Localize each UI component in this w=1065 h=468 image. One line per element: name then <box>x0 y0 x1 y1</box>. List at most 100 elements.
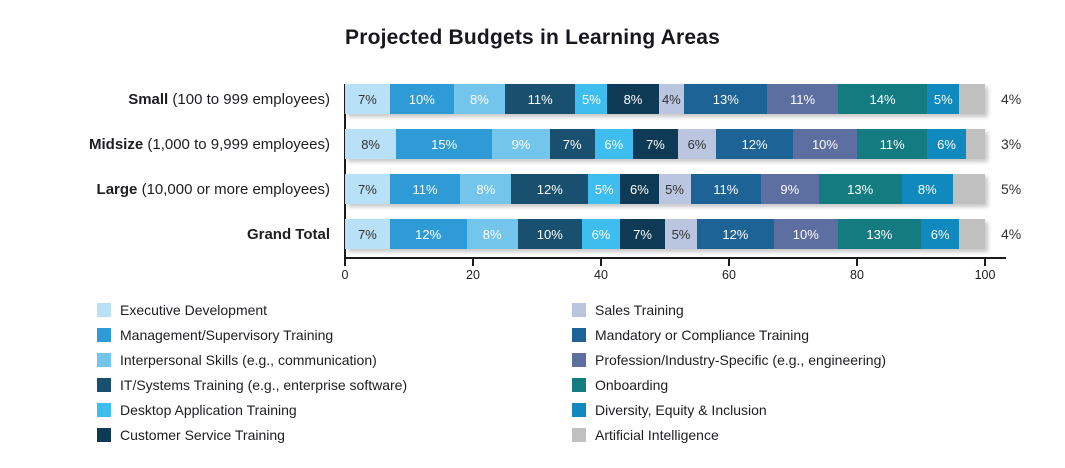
bar-segment-onboarding: 13% <box>837 219 921 249</box>
legend-item-mandatory-or-compliance-training: Mandatory or Compliance Training <box>572 322 886 347</box>
bar-segment-desktop-application-training: 5% <box>588 174 621 204</box>
bar-segment-customer-service-training: 7% <box>632 129 678 159</box>
outside-value-artificial-intelligence: 5% <box>1001 181 1022 197</box>
bar-row-grand-total: Grand Total 7% 12% 8% 10% 6% 7% 5% 12% 10% 13% 6% 4% <box>0 219 1065 249</box>
bar-segment-sales-training: 6% <box>677 129 717 159</box>
x-tick-label-60: 60 <box>722 268 736 282</box>
bar-segment-management-supervisory-training: 12% <box>389 219 467 249</box>
bar-segment-customer-service-training: 7% <box>620 219 665 249</box>
legend-column-right: Sales Training Mandatory or Compliance Tr… <box>572 297 886 447</box>
bar-segment-diversity-equity-inclusion: 5% <box>927 84 960 114</box>
x-tick-20 <box>472 259 474 266</box>
bar-track-grand-total: 7% 12% 8% 10% 6% 7% 5% 12% 10% 13% 6% 4% <box>345 219 1021 249</box>
x-tick-80 <box>856 259 858 266</box>
x-tick-label-0: 0 <box>341 268 349 282</box>
bar-segment-diversity-equity-inclusion: 6% <box>927 129 966 159</box>
bar-segment-interpersonal-skills-e-g-communication: 9% <box>492 129 550 159</box>
row-label-grand-total: Grand Total <box>0 226 330 243</box>
x-axis: 0 20 40 60 80 100 <box>342 257 1007 287</box>
legend-item-interpersonal-skills-e-g-communication: Interpersonal Skills (e.g., communicatio… <box>97 347 407 372</box>
row-label-bold: Large <box>96 180 138 198</box>
bar-segment-it-systems-training-e-g-enterprise-software: 11% <box>504 84 576 114</box>
bar-track-small: 7% 10% 8% 11% 5% 8% 4% 13% 11% 14% 5% 4% <box>345 84 1021 114</box>
row-label-small: Small (100 to 999 employees) <box>0 91 330 108</box>
bar-segment-mandatory-or-compliance-training: 12% <box>696 219 774 249</box>
bar-segment-profession-industry-specific-e-g-engineering: 9% <box>760 174 819 204</box>
bar-segment-mandatory-or-compliance-training: 12% <box>716 129 793 159</box>
bar-segment-it-systems-training-e-g-enterprise-software: 10% <box>517 219 582 249</box>
x-tick-100 <box>984 259 986 266</box>
legend-swatch-artificial-intelligence <box>572 427 586 442</box>
bar-segment-mandatory-or-compliance-training: 11% <box>690 174 761 204</box>
bar-segment-onboarding: 13% <box>818 174 902 204</box>
x-tick-40 <box>600 259 602 266</box>
x-tick-label-20: 20 <box>466 268 480 282</box>
legend-swatch-management-supervisory-training <box>97 327 111 342</box>
legend-item-onboarding: Onboarding <box>572 372 886 397</box>
legend-item-sales-training: Sales Training <box>572 297 886 322</box>
bar-segment-management-supervisory-training: 11% <box>389 174 461 204</box>
legend-swatch-onboarding <box>572 377 586 392</box>
row-label-midsize: Midsize (1,000 to 9,999 employees) <box>0 136 330 153</box>
bar-segment-mandatory-or-compliance-training: 13% <box>684 84 768 114</box>
legend-swatch-desktop-application-training <box>97 402 111 417</box>
bar-track-large: 7% 11% 8% 12% 5% 6% 5% 11% 9% 13% 8% 5% <box>345 174 1021 204</box>
legend-item-artificial-intelligence: Artificial Intelligence <box>572 422 886 447</box>
bar-segment-customer-service-training: 8% <box>607 84 659 114</box>
legend-swatch-customer-service-training <box>97 427 111 442</box>
bar-segment-diversity-equity-inclusion: 8% <box>901 174 953 204</box>
bar-row-large: Large (10,000 or more employees) 7% 11% 8% 1… <box>0 174 1065 204</box>
legend-swatch-mandatory-or-compliance-training <box>572 327 586 342</box>
x-tick-label-40: 40 <box>594 268 608 282</box>
plot-area: Small (100 to 999 employees) 7% 10% 8% 11% 5%… <box>0 84 1065 282</box>
legend-label-mandatory-or-compliance-training: Mandatory or Compliance Training <box>595 326 809 343</box>
bar-segment-interpersonal-skills-e-g-communication: 8% <box>466 219 518 249</box>
legend-swatch-profession-industry-specific-e-g-engineering <box>572 352 586 367</box>
row-label-detail: (1,000 to 9,999 employees) <box>143 135 330 153</box>
bar-segment-diversity-equity-inclusion: 6% <box>920 219 960 249</box>
bar-segment-interpersonal-skills-e-g-communication: 8% <box>460 174 512 204</box>
outside-value-artificial-intelligence: 4% <box>1001 91 1022 107</box>
legend-item-customer-service-training: Customer Service Training <box>97 422 407 447</box>
bar-segment-profession-industry-specific-e-g-engineering: 10% <box>773 219 838 249</box>
x-tick-0 <box>344 259 346 266</box>
row-label-bold: Small <box>128 90 169 108</box>
bar-segment-artificial-intelligence <box>959 219 985 249</box>
bar-segment-customer-service-training: 6% <box>620 174 659 204</box>
bar-segment-desktop-application-training: 6% <box>581 219 621 249</box>
bar-segment-executive-development: 7% <box>345 84 390 114</box>
bar-row-small: Small (100 to 999 employees) 7% 10% 8% 11% 5%… <box>0 84 1065 114</box>
bar-segment-artificial-intelligence <box>965 129 985 159</box>
legend-label-executive-development: Executive Development <box>120 301 268 318</box>
legend-item-desktop-application-training: Desktop Application Training <box>97 397 407 422</box>
bar-segment-executive-development: 7% <box>345 174 390 204</box>
bar-segment-sales-training: 4% <box>658 84 685 114</box>
bar-segment-profession-industry-specific-e-g-engineering: 10% <box>792 129 857 159</box>
legend-label-diversity-equity-inclusion: Diversity, Equity & Inclusion <box>595 401 767 418</box>
legend-item-executive-development: Executive Development <box>97 297 407 322</box>
bar-track-midsize: 8% 15% 9% 7% 6% 7% 6% 12% 10% 11% 6% 3% <box>345 129 1021 159</box>
bar-segment-it-systems-training-e-g-enterprise-software: 7% <box>549 129 595 159</box>
legend-swatch-sales-training <box>572 302 586 317</box>
bar-segment-it-systems-training-e-g-enterprise-software: 12% <box>511 174 589 204</box>
bar-segment-onboarding: 14% <box>837 84 928 114</box>
outside-value-artificial-intelligence: 3% <box>1001 136 1022 152</box>
legend-swatch-it-systems-training-e-g-enterprise-software <box>97 377 111 392</box>
legend-label-onboarding: Onboarding <box>595 376 669 393</box>
x-tick-label-100: 100 <box>974 268 996 282</box>
bar-segment-sales-training: 5% <box>664 219 697 249</box>
row-label-detail: (10,000 or more employees) <box>137 180 330 198</box>
legend-label-interpersonal-skills-e-g-communication: Interpersonal Skills (e.g., communicatio… <box>120 351 377 368</box>
row-label-large: Large (10,000 or more employees) <box>0 181 330 198</box>
legend-label-customer-service-training: Customer Service Training <box>120 426 285 443</box>
bar-segment-profession-industry-specific-e-g-engineering: 11% <box>767 84 838 114</box>
legend-label-artificial-intelligence: Artificial Intelligence <box>595 426 719 443</box>
bar-segment-executive-development: 7% <box>345 219 390 249</box>
x-axis-line <box>344 257 1006 259</box>
bar-row-midsize: Midsize (1,000 to 9,999 employees) 8% 15% 9… <box>0 129 1065 159</box>
legend-label-sales-training: Sales Training <box>595 301 684 318</box>
bar-segment-artificial-intelligence <box>952 174 985 204</box>
bar-rows: Small (100 to 999 employees) 7% 10% 8% 11% 5%… <box>0 84 1065 249</box>
bar-segment-management-supervisory-training: 10% <box>389 84 454 114</box>
legend-item-it-systems-training-e-g-enterprise-software: IT/Systems Training (e.g., enterprise so… <box>97 372 407 397</box>
